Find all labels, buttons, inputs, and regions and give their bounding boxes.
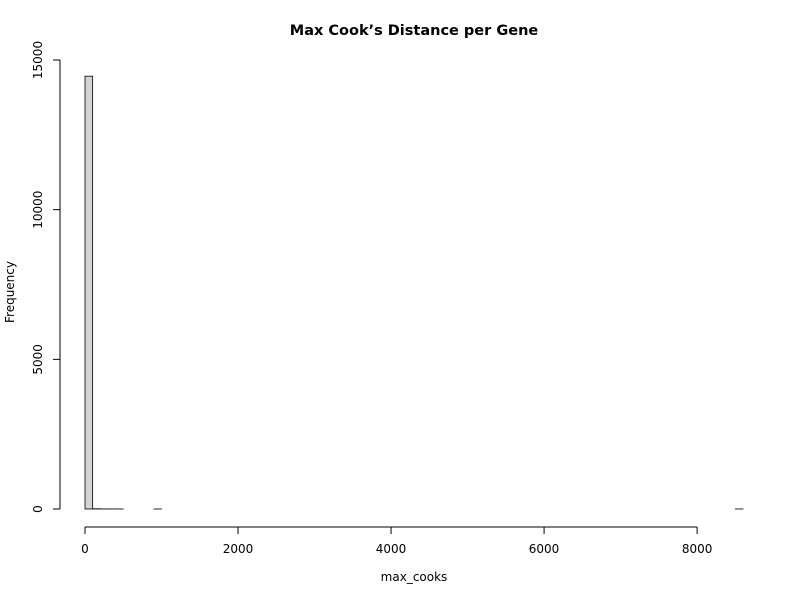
x-axis: 0 2000 4000 6000 8000 bbox=[81, 527, 712, 556]
y-axis-label: Frequency bbox=[3, 261, 17, 323]
x-tick-label: 0 bbox=[81, 542, 89, 556]
x-tick-label: 8000 bbox=[682, 542, 713, 556]
chart-title: Max Cook’s Distance per Gene bbox=[290, 23, 539, 39]
x-axis-label: max_cooks bbox=[381, 570, 448, 584]
bars-group bbox=[85, 76, 743, 509]
y-tick-label: 5000 bbox=[31, 344, 45, 375]
x-tick-label: 6000 bbox=[529, 542, 560, 556]
y-axis: 0 5000 10000 15000 bbox=[31, 41, 60, 513]
histogram-bar bbox=[85, 76, 93, 509]
x-tick-label: 4000 bbox=[376, 542, 407, 556]
y-tick-label: 15000 bbox=[31, 41, 45, 79]
y-tick-label: 0 bbox=[31, 505, 45, 513]
y-tick-label: 10000 bbox=[31, 191, 45, 229]
x-tick-label: 2000 bbox=[223, 542, 254, 556]
